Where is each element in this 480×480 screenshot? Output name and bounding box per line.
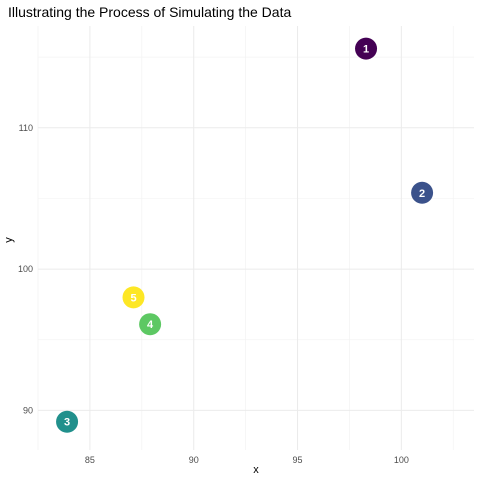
y-axis-title: y [3, 237, 15, 243]
y-axis-ticks: 90 100 110 [18, 123, 33, 416]
x-tick-label: 90 [189, 455, 199, 465]
data-point-label: 4 [147, 319, 154, 331]
x-axis-ticks: 85 90 95 100 [85, 455, 409, 465]
data-point-label: 2 [419, 188, 425, 200]
x-tick-label: 100 [394, 455, 409, 465]
data-point-label: 5 [130, 292, 136, 304]
data-point [355, 37, 378, 60]
y-tick-label: 110 [19, 123, 33, 133]
chart-title: Illustrating the Process of Simulating t… [8, 4, 291, 20]
data-point [122, 286, 145, 309]
data-point-label: 3 [64, 417, 70, 429]
x-tick-label: 85 [85, 455, 95, 465]
data-point-label: 1 [363, 44, 369, 56]
grid [37, 26, 474, 450]
y-tick-label: 100 [18, 264, 33, 274]
data-points: 1 2 3 4 5 [56, 37, 434, 433]
data-point [411, 181, 434, 204]
y-tick-label: 90 [23, 405, 33, 415]
x-tick-label: 95 [293, 455, 303, 465]
data-point [139, 313, 162, 336]
x-axis-title: x [253, 464, 259, 476]
data-point [56, 410, 79, 433]
